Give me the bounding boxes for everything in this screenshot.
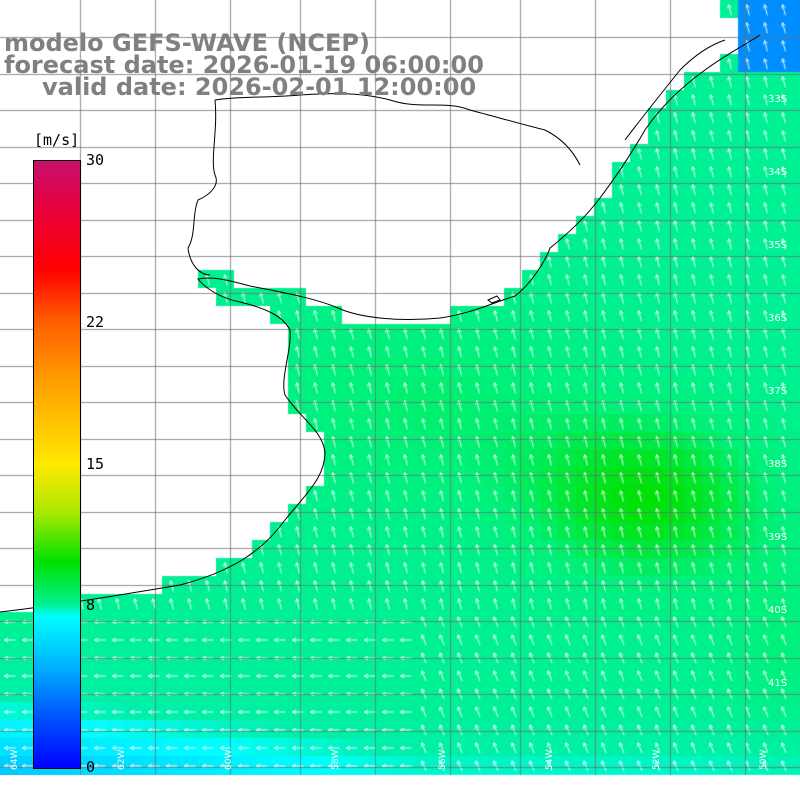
model-title: modelo GEFS-WAVE (NCEP) [4,29,370,57]
colorbar-tick-label: 8 [86,596,96,615]
latitude-label: 38S [768,459,788,470]
latitude-label: 36S [768,313,788,324]
longitude-label: 56W [438,749,448,770]
latitude-label: 41S [768,678,788,689]
lagoon-outline [624,39,726,141]
longitude-label: 64W [10,749,20,770]
colorbar-tick-label: 30 [86,151,105,169]
colorbar-tick-label: 15 [86,454,105,473]
coastline [0,34,761,613]
longitude-label: 50W [759,749,769,770]
forecast-date: forecast date: 2026-01-19 06:00:00 [4,51,484,79]
longitude-label: 62W [117,749,127,770]
river-border-uruguay-argentina [187,99,217,276]
latitude-label: 37S [768,386,788,397]
valid-date: valid date: 2026-02-01 12:00:00 [42,73,477,101]
border-brazil-uruguay [214,93,581,166]
island-outline [487,295,501,304]
latitude-label: 33S [768,94,788,105]
latitude-label: 39S [768,532,788,543]
longitude-label: 54W [545,749,555,770]
longitude-label: 60W [224,749,234,770]
colorbar-unit: [m/s] [34,131,80,149]
colorbar-tick-label: 22 [86,312,105,331]
latitude-label: 34S [768,167,788,178]
colorbar-tick-label: 0 [86,758,96,776]
longitude-label: 58W [331,749,341,770]
latitude-label: 40S [768,605,788,616]
latitude-label: 35S [768,240,788,251]
longitude-label: 52W [652,749,662,770]
colorbar [33,160,81,769]
